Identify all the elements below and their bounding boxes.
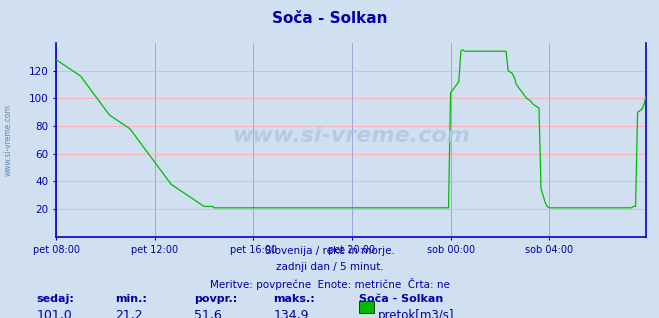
Text: sedaj:: sedaj: — [36, 294, 74, 304]
Text: min.:: min.: — [115, 294, 147, 304]
Text: 134,9: 134,9 — [273, 309, 309, 318]
Text: pretok[m3/s]: pretok[m3/s] — [378, 309, 454, 318]
Text: 21,2: 21,2 — [115, 309, 143, 318]
Text: www.si-vreme.com: www.si-vreme.com — [3, 104, 13, 176]
Text: www.si-vreme.com: www.si-vreme.com — [232, 126, 470, 146]
Text: Meritve: povprečne  Enote: metrične  Črta: ne: Meritve: povprečne Enote: metrične Črta:… — [210, 278, 449, 290]
Text: Soča - Solkan: Soča - Solkan — [359, 294, 444, 304]
Text: 51,6: 51,6 — [194, 309, 222, 318]
Text: zadnji dan / 5 minut.: zadnji dan / 5 minut. — [275, 262, 384, 272]
Text: Slovenija / reke in morje.: Slovenija / reke in morje. — [264, 246, 395, 256]
Text: povpr.:: povpr.: — [194, 294, 238, 304]
Text: Soča - Solkan: Soča - Solkan — [272, 11, 387, 26]
Text: maks.:: maks.: — [273, 294, 315, 304]
Text: 101,0: 101,0 — [36, 309, 72, 318]
